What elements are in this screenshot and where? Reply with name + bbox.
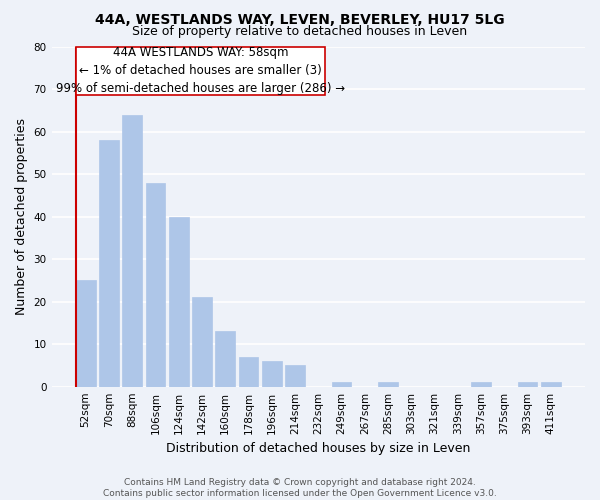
Bar — [76, 280, 95, 386]
Text: Size of property relative to detached houses in Leven: Size of property relative to detached ho… — [133, 25, 467, 38]
Bar — [541, 382, 561, 386]
Text: 44A, WESTLANDS WAY, LEVEN, BEVERLEY, HU17 5LG: 44A, WESTLANDS WAY, LEVEN, BEVERLEY, HU1… — [95, 12, 505, 26]
Bar — [239, 357, 259, 386]
Text: 44A WESTLANDS WAY: 58sqm
← 1% of detached houses are smaller (3)
99% of semi-det: 44A WESTLANDS WAY: 58sqm ← 1% of detache… — [56, 46, 345, 96]
Bar — [215, 332, 235, 386]
Bar — [262, 361, 281, 386]
Text: Contains HM Land Registry data © Crown copyright and database right 2024.
Contai: Contains HM Land Registry data © Crown c… — [103, 478, 497, 498]
Bar — [285, 366, 305, 386]
Y-axis label: Number of detached properties: Number of detached properties — [15, 118, 28, 315]
Bar — [518, 382, 538, 386]
Bar — [146, 182, 166, 386]
Bar — [122, 114, 142, 386]
Bar — [192, 298, 212, 386]
Bar — [332, 382, 352, 386]
Bar — [99, 140, 119, 386]
X-axis label: Distribution of detached houses by size in Leven: Distribution of detached houses by size … — [166, 442, 470, 455]
Bar — [471, 382, 491, 386]
Bar — [169, 216, 188, 386]
Bar — [378, 382, 398, 386]
Bar — [76, 46, 325, 96]
